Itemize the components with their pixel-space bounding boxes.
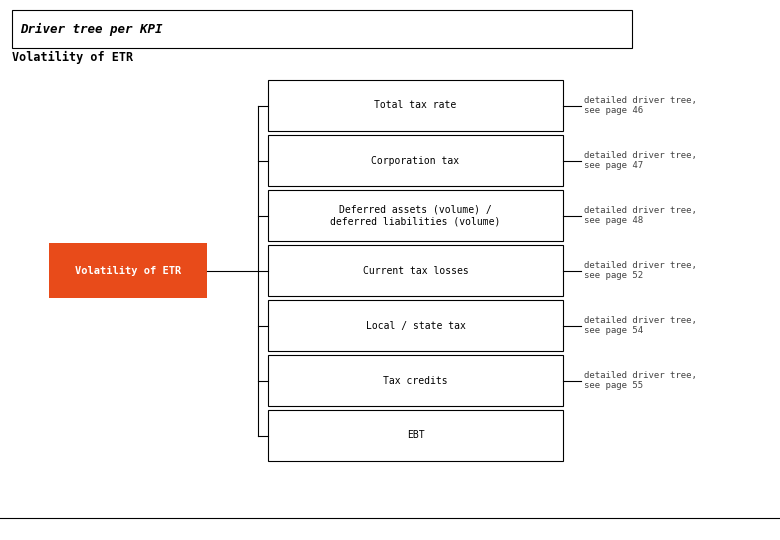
FancyBboxPatch shape <box>268 80 563 131</box>
Text: detailed driver tree,
see page 48: detailed driver tree, see page 48 <box>584 206 697 225</box>
Text: Total tax rate: Total tax rate <box>374 100 456 111</box>
Text: EBT: EBT <box>406 430 424 441</box>
FancyBboxPatch shape <box>268 355 563 406</box>
Text: Volatility of ETR: Volatility of ETR <box>12 50 133 64</box>
Text: Deferred assets (volume) /
deferred liabilities (volume): Deferred assets (volume) / deferred liab… <box>330 205 501 226</box>
FancyBboxPatch shape <box>268 135 563 186</box>
FancyBboxPatch shape <box>268 190 563 241</box>
FancyBboxPatch shape <box>268 245 563 296</box>
Text: detailed driver tree,
see page 46: detailed driver tree, see page 46 <box>584 96 697 115</box>
FancyBboxPatch shape <box>12 10 632 48</box>
FancyBboxPatch shape <box>268 410 563 461</box>
Text: Corporation tax: Corporation tax <box>371 156 459 165</box>
Text: Tax credits: Tax credits <box>383 375 448 386</box>
Text: detailed driver tree,
see page 47: detailed driver tree, see page 47 <box>584 151 697 170</box>
Text: Current tax losses: Current tax losses <box>363 266 468 275</box>
Text: detailed driver tree,
see page 52: detailed driver tree, see page 52 <box>584 261 697 280</box>
Text: Local / state tax: Local / state tax <box>366 321 466 330</box>
Text: Volatility of ETR: Volatility of ETR <box>75 266 181 275</box>
FancyBboxPatch shape <box>49 243 207 298</box>
FancyBboxPatch shape <box>268 300 563 351</box>
Text: detailed driver tree,
see page 54: detailed driver tree, see page 54 <box>584 316 697 335</box>
Text: Driver tree per KPI: Driver tree per KPI <box>20 23 162 36</box>
Text: detailed driver tree,
see page 55: detailed driver tree, see page 55 <box>584 371 697 390</box>
